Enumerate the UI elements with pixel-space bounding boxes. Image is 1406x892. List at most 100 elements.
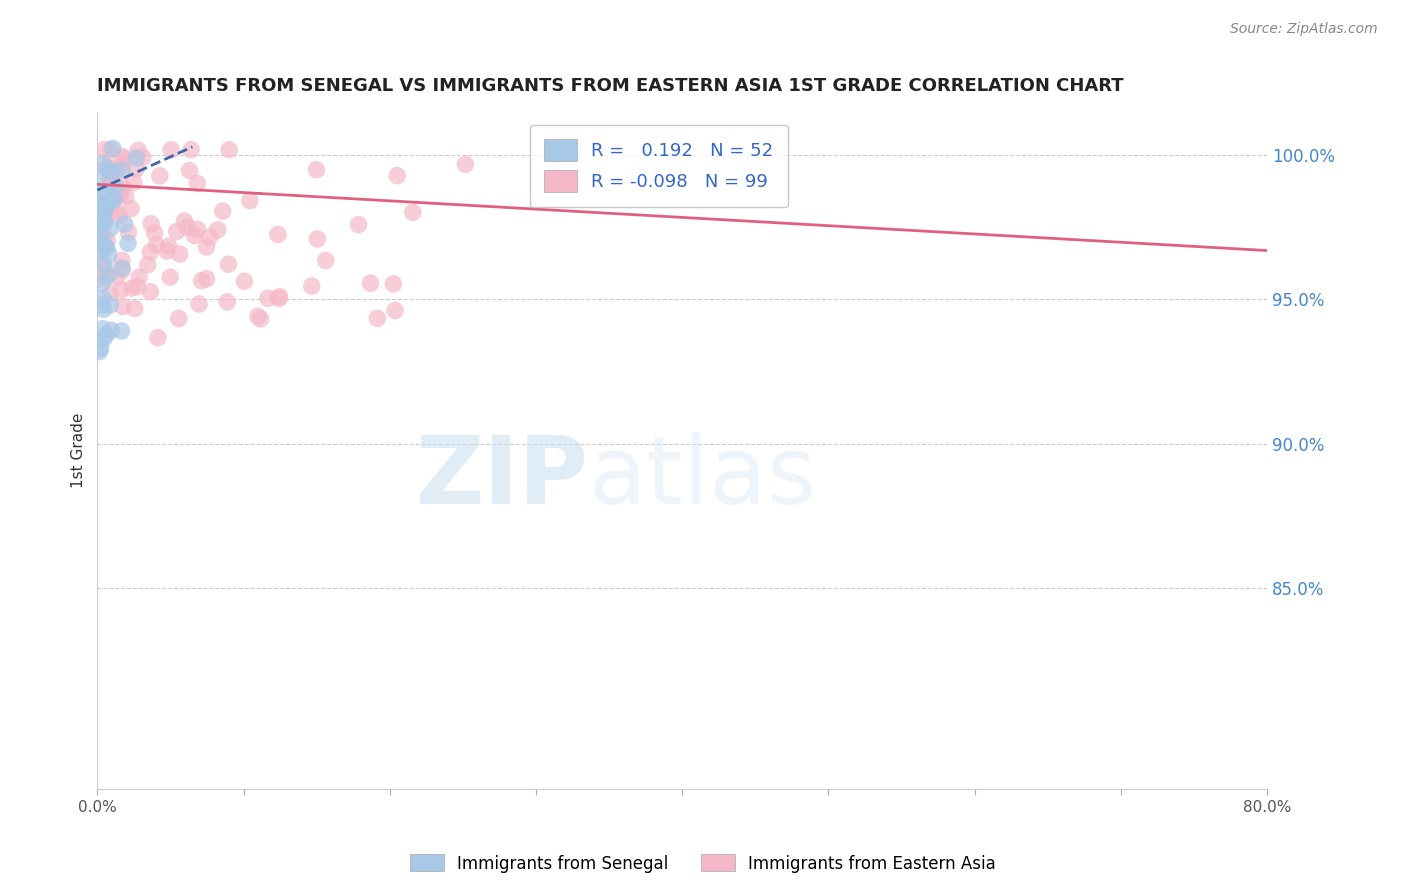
Point: [97, 162, 120, 177]
Point: [160, 143, 183, 157]
Text: Source: ZipAtlas.com: Source: ZipAtlas.com: [1230, 22, 1378, 37]
Point: [198, 230, 221, 244]
Point: [98, 247, 121, 261]
Point: [176, 220, 198, 235]
Point: [94, 240, 117, 254]
Point: [246, 310, 269, 324]
Point: [93, 302, 115, 317]
Point: [93, 257, 115, 271]
Point: [167, 311, 190, 326]
Point: [100, 179, 122, 194]
Point: [108, 187, 131, 202]
Point: [96, 159, 118, 173]
Point: [93, 157, 115, 171]
Point: [94, 261, 117, 276]
Point: [127, 144, 149, 158]
Point: [117, 236, 139, 251]
Point: [101, 202, 124, 217]
Point: [111, 263, 134, 277]
Point: [89, 209, 111, 223]
Point: [98, 298, 121, 312]
Point: [169, 247, 191, 261]
Point: [180, 143, 202, 157]
Point: [105, 165, 128, 179]
Point: [97, 268, 120, 283]
Point: [96, 240, 118, 254]
Point: [91, 211, 114, 226]
Point: [111, 253, 134, 268]
Point: [98, 287, 121, 301]
Point: [127, 279, 149, 293]
Point: [122, 176, 145, 190]
Point: [315, 253, 337, 268]
Point: [366, 311, 388, 326]
Point: [87, 244, 110, 258]
Point: [90, 233, 112, 247]
Point: [186, 177, 208, 191]
Point: [149, 169, 172, 183]
Point: [146, 331, 169, 345]
Point: [159, 270, 181, 285]
Point: [108, 209, 131, 223]
Point: [100, 143, 122, 157]
Point: [91, 237, 114, 252]
Point: [211, 204, 233, 219]
Point: [257, 291, 280, 305]
Point: [347, 218, 370, 232]
Point: [360, 276, 382, 290]
Point: [114, 189, 136, 203]
Point: [307, 232, 329, 246]
Point: [166, 225, 188, 239]
Legend: Immigrants from Senegal, Immigrants from Eastern Asia: Immigrants from Senegal, Immigrants from…: [404, 847, 1002, 880]
Point: [91, 260, 114, 274]
Point: [111, 163, 134, 178]
Point: [120, 202, 142, 216]
Point: [179, 163, 201, 178]
Point: [104, 180, 127, 194]
Point: [100, 164, 122, 178]
Point: [110, 283, 132, 297]
Point: [94, 202, 117, 217]
Point: [382, 277, 405, 291]
Point: [96, 234, 118, 248]
Point: [218, 143, 240, 157]
Point: [110, 324, 132, 338]
Point: [267, 227, 290, 242]
Point: [94, 328, 117, 343]
Point: [89, 223, 111, 237]
Point: [104, 203, 127, 218]
Point: [98, 171, 121, 186]
Point: [239, 194, 262, 208]
Point: [195, 271, 218, 285]
Point: [87, 171, 110, 186]
Point: [384, 303, 406, 318]
Point: [110, 186, 132, 201]
Point: [89, 196, 111, 211]
Text: IMMIGRANTS FROM SENEGAL VS IMMIGRANTS FROM EASTERN ASIA 1ST GRADE CORRELATION CH: IMMIGRANTS FROM SENEGAL VS IMMIGRANTS FR…: [97, 78, 1123, 95]
Point: [91, 209, 114, 223]
Y-axis label: 1st Grade: 1st Grade: [72, 413, 86, 489]
Point: [93, 203, 115, 218]
Point: [100, 323, 122, 337]
Legend: R =   0.192   N = 52, R = -0.098   N = 99: R = 0.192 N = 52, R = -0.098 N = 99: [530, 125, 787, 207]
Point: [87, 195, 110, 210]
Point: [186, 222, 208, 236]
Point: [94, 199, 117, 213]
Text: atlas: atlas: [589, 432, 817, 524]
Point: [103, 187, 125, 202]
Point: [91, 198, 114, 212]
Point: [90, 342, 112, 356]
Point: [121, 281, 143, 295]
Point: [87, 232, 110, 246]
Point: [139, 245, 162, 260]
Point: [87, 214, 110, 228]
Point: [217, 257, 239, 271]
Point: [114, 217, 136, 231]
Point: [93, 215, 115, 229]
Point: [156, 244, 179, 259]
Point: [103, 192, 125, 206]
Point: [110, 149, 132, 163]
Point: [96, 161, 118, 175]
Point: [91, 298, 114, 312]
Point: [114, 151, 136, 165]
